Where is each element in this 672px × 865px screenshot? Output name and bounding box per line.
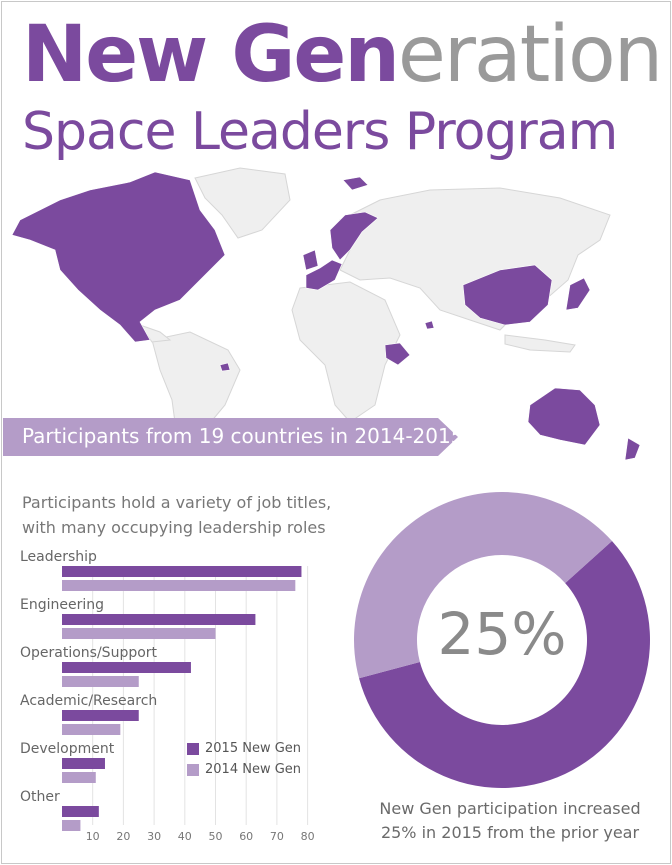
title-part-eration: eration — [397, 10, 663, 100]
category-label: Leadership — [20, 549, 97, 565]
bar-2014 — [62, 724, 121, 735]
bar-chart-title: Participants hold a variety of job title… — [22, 493, 332, 537]
category-label: Academic/Research — [20, 693, 157, 709]
bar-2015 — [62, 758, 105, 769]
map-country-uae — [424, 320, 435, 330]
x-tick-label: 70 — [270, 830, 284, 843]
x-tick-label: 20 — [116, 830, 130, 843]
bar-2014 — [62, 676, 139, 687]
x-tick-label: 10 — [86, 830, 100, 843]
map-country-western-europe — [305, 259, 343, 291]
participation-donut-chart — [354, 492, 650, 788]
map-land-indonesia — [504, 334, 576, 353]
bar-2015 — [62, 710, 139, 721]
bar-chart-legend: 2015 New Gen 2014 New Gen — [187, 738, 301, 780]
bar-2015 — [62, 806, 99, 817]
map-country-australia — [527, 387, 601, 446]
map-country-scandinavia — [329, 211, 379, 261]
x-tick-label: 60 — [239, 830, 253, 843]
legend-label-2014: 2014 New Gen — [205, 762, 302, 777]
map-country-new-zealand — [624, 437, 641, 460]
map-country-north-america — [11, 171, 226, 343]
map-country-iceland — [342, 176, 369, 191]
donut-slice-2015 — [359, 540, 650, 788]
x-tick-label: 30 — [147, 830, 161, 843]
map-country-japan — [565, 277, 591, 311]
legend-swatch-2014 — [187, 763, 199, 776]
legend-swatch-2015 — [187, 742, 199, 755]
legend-item-2015: 2015 New Gen — [187, 738, 301, 759]
bar-2014 — [62, 628, 216, 639]
bar-2014 — [62, 580, 296, 591]
bar-2015 — [62, 662, 191, 673]
category-label: Operations/Support — [20, 645, 158, 661]
map-country-uk — [302, 249, 319, 271]
bar-2014 — [62, 772, 96, 783]
donut-caption: New Gen participation increased 25% in 2… — [379, 799, 641, 842]
donut-slice-2014 — [354, 492, 612, 679]
legend-item-2014: 2014 New Gen — [187, 759, 301, 780]
bar-2014 — [62, 820, 81, 831]
banner-arrow — [3, 418, 458, 456]
map-land-africa — [291, 281, 401, 423]
map-country-ethiopia — [384, 342, 411, 366]
page-title: New Generation — [22, 10, 663, 100]
category-label: Development — [20, 741, 115, 757]
x-tick-label: 40 — [178, 830, 192, 843]
map-country-caribbean — [219, 362, 231, 372]
map-country-china — [462, 264, 553, 326]
bar-2015 — [62, 614, 256, 625]
page-subtitle: Space Leaders Program — [22, 102, 618, 162]
x-tick-label: 50 — [209, 830, 223, 843]
donut-center-label: 25% — [437, 600, 567, 668]
bar-2015 — [62, 566, 302, 577]
x-tick-label: 80 — [301, 830, 315, 843]
map-land-greenland — [194, 167, 291, 239]
title-part-new-gen: New Gen — [22, 10, 400, 100]
job-title-bar-chart: 10 20 30 40 50 60 70 80 Leadership Engineering Ope… — [20, 549, 315, 843]
banner-text: Participants from 19 countries in 2014-2… — [22, 424, 464, 448]
category-label: Engineering — [20, 597, 104, 613]
world-map — [11, 167, 641, 460]
category-label: Other — [20, 789, 60, 805]
legend-label-2015: 2015 New Gen — [205, 741, 302, 756]
